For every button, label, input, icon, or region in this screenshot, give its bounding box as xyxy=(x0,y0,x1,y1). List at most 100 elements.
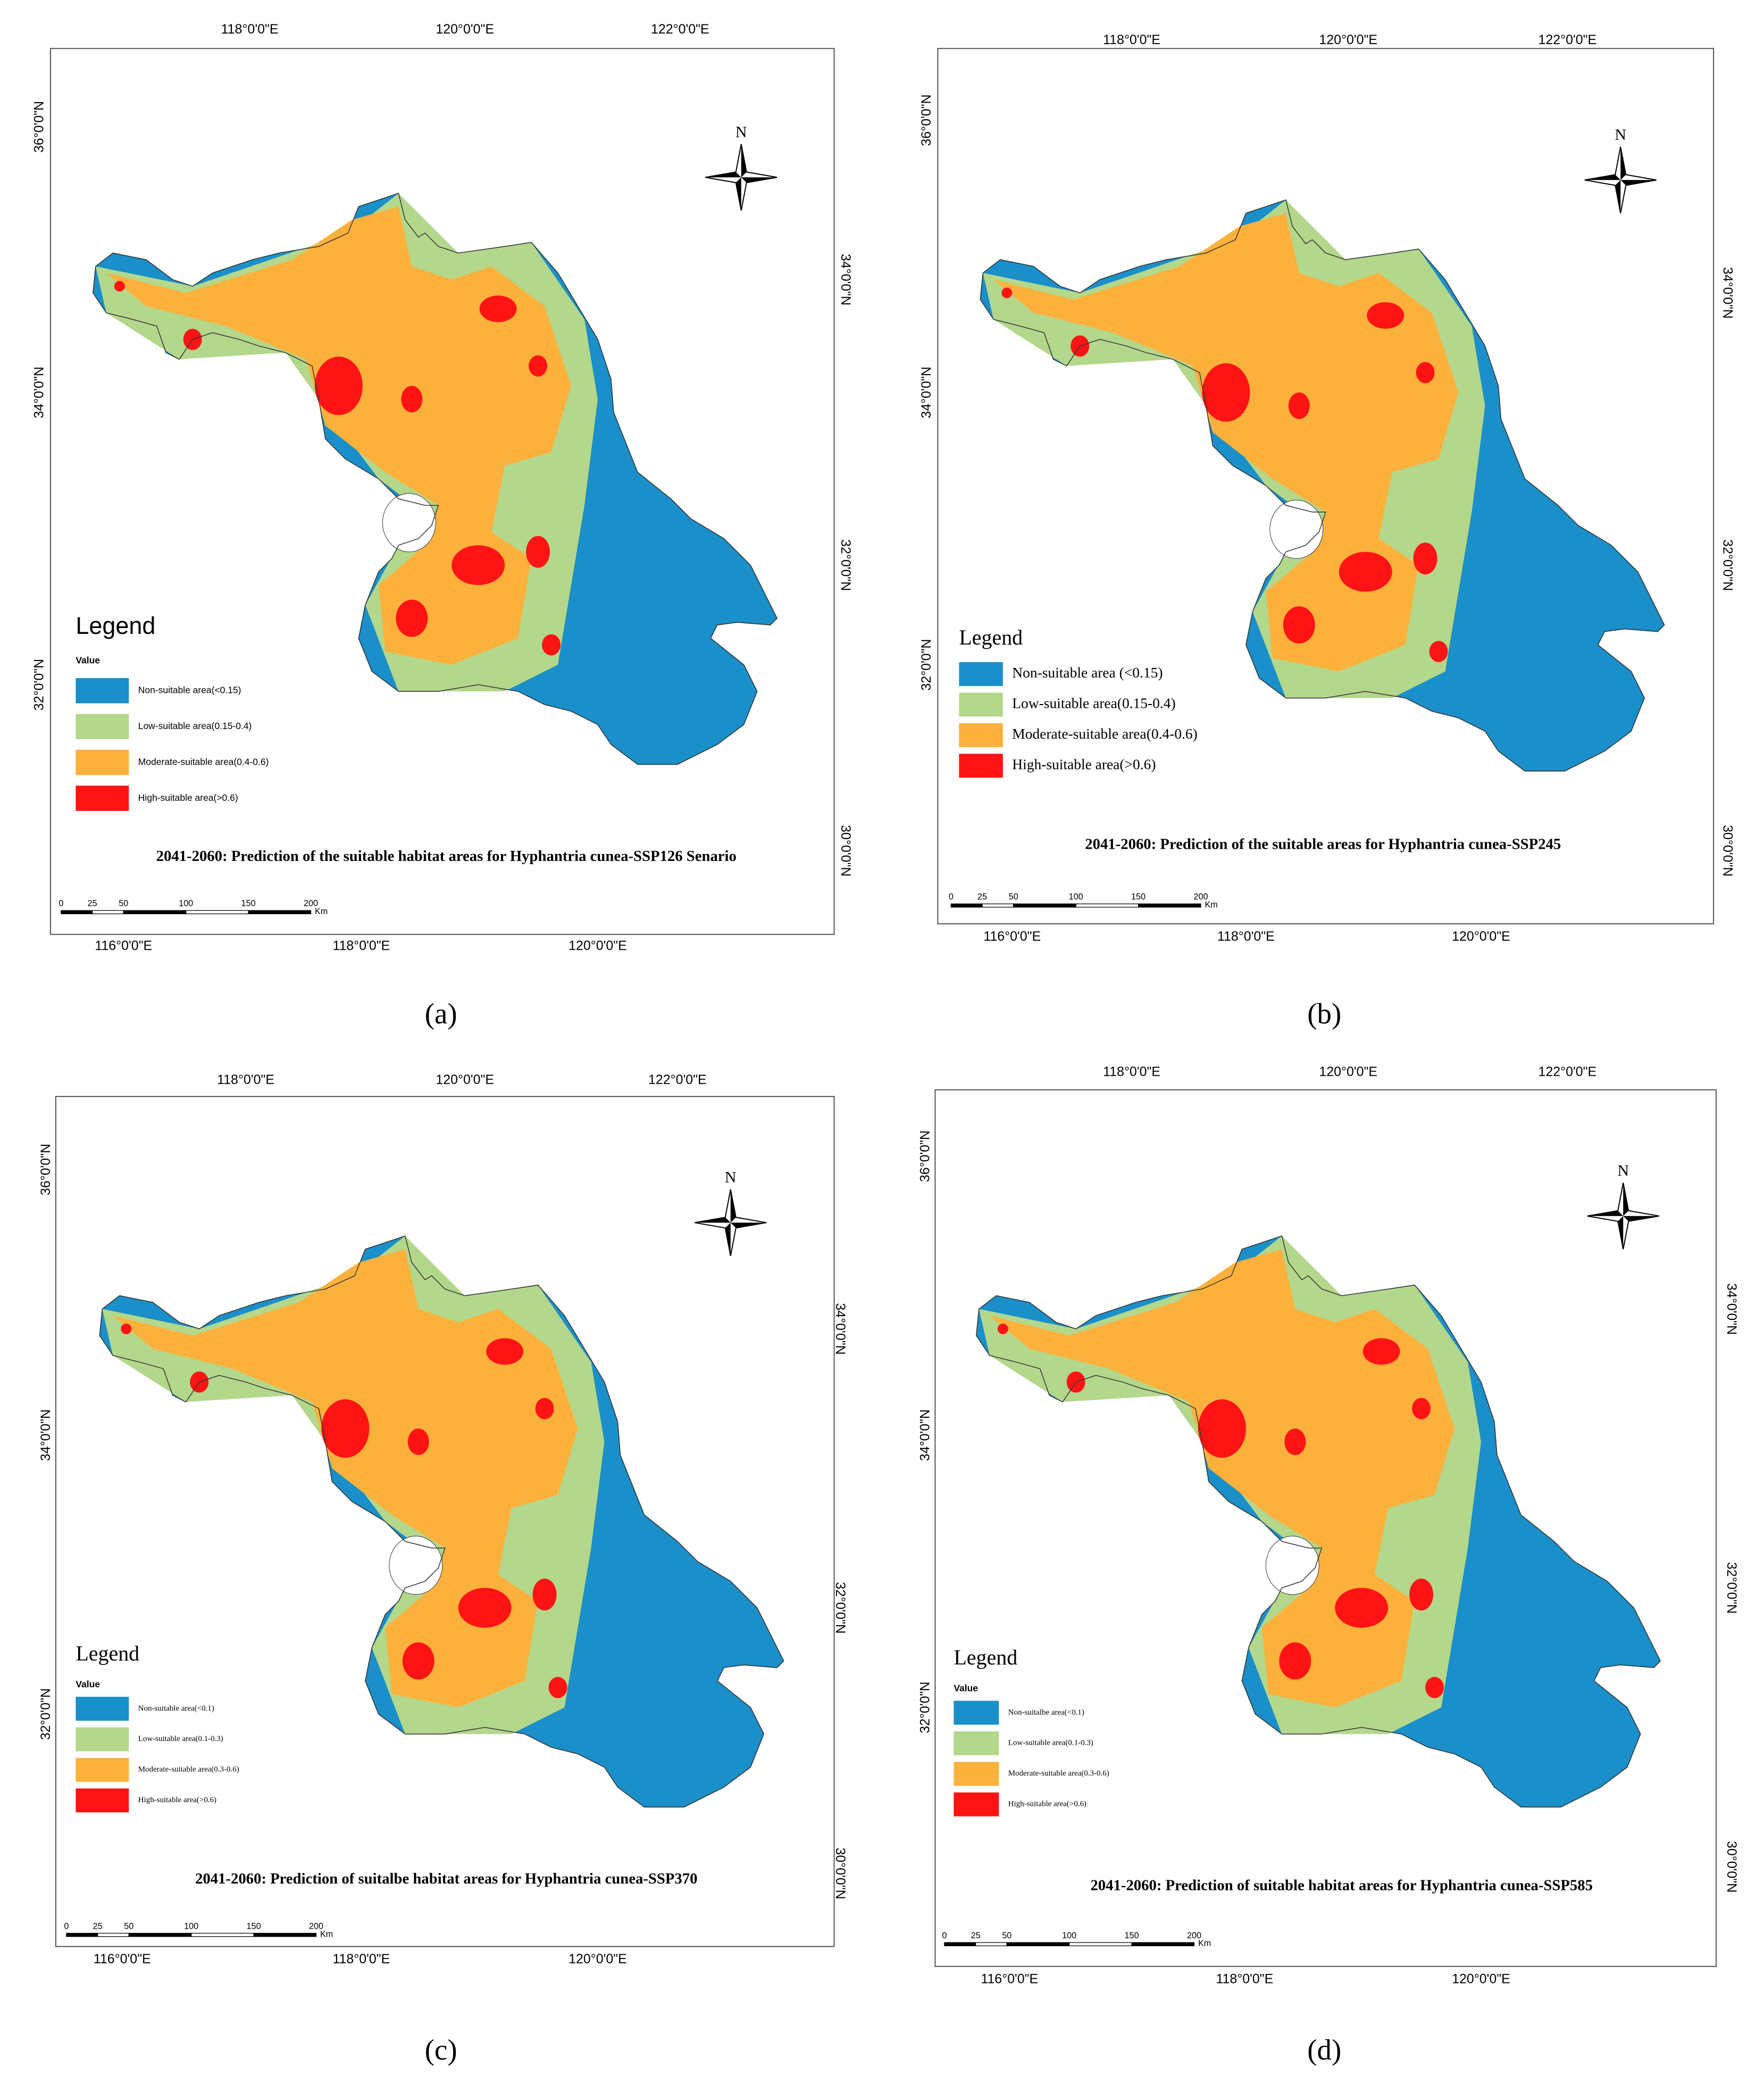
legend-label: High-suitable area(>0.6) xyxy=(138,792,238,803)
legend-subtitle: Value xyxy=(76,1679,100,1689)
north-label: N xyxy=(725,1169,737,1186)
scale-segment xyxy=(982,903,1014,908)
latitude-label: 34°0'0"N xyxy=(1720,267,1735,319)
region-high-suitable xyxy=(532,1578,557,1611)
region-high-suitable xyxy=(402,1642,434,1680)
scale-label: 25 xyxy=(93,1921,103,1931)
latitude-label: 36°0'0"N xyxy=(919,94,934,146)
scale-label: 0 xyxy=(942,1931,947,1940)
region-high-suitable xyxy=(479,295,517,322)
north-label: N xyxy=(1617,1162,1629,1179)
scale-label: 0 xyxy=(949,892,954,902)
legend-label: High-suitable area(>0.6) xyxy=(1012,756,1156,772)
panel-caption: (a) xyxy=(425,998,457,1030)
region-high-suitable xyxy=(1362,1338,1400,1365)
latitude-label: 32°0'0"N xyxy=(919,639,934,691)
scale-segment xyxy=(975,1942,1007,1946)
latitude-label: 32°0'0"N xyxy=(838,539,853,591)
scale-label: 150 xyxy=(1131,892,1146,902)
legend-label: Non-suitable area (<0.15) xyxy=(1012,665,1163,681)
region-high-suitable xyxy=(121,1324,132,1335)
legend-swatch xyxy=(954,1701,999,1725)
latitude-label: 34°0'0"N xyxy=(32,367,47,419)
lake xyxy=(382,493,436,553)
map-panel: 118°0'0"E 120°0'0"E 122°0'0"E 116°0'0"E 118°… xyxy=(919,32,1735,1030)
region-high-suitable xyxy=(452,545,505,585)
scale-label: 100 xyxy=(1069,892,1083,902)
map-panel: 118°0'0"E 120°0'0"E 122°0'0"E 116°0'0"E 118°… xyxy=(32,22,853,1030)
region-high-suitable xyxy=(997,1324,1008,1335)
region-high-suitable xyxy=(1416,362,1435,383)
scale-segment xyxy=(97,1932,129,1937)
scale-segment xyxy=(1075,903,1139,908)
region-high-suitable xyxy=(1279,1642,1311,1680)
region-moderate-suitable xyxy=(106,206,572,665)
north-arrow-fill xyxy=(1587,1183,1659,1250)
region-high-suitable xyxy=(548,1677,567,1698)
longitude-label: 122°0'0"E xyxy=(1538,1065,1596,1079)
legend-label: Non-suitalbe area(<0.1) xyxy=(1008,1708,1084,1717)
legend-swatch xyxy=(959,662,1003,687)
region-high-suitable xyxy=(1335,1588,1389,1628)
scale-label: 50 xyxy=(1002,1931,1011,1940)
longitude-label: 120°0'0"E xyxy=(1452,929,1510,944)
longitude-label: 120°0'0"E xyxy=(436,22,494,37)
region-high-suitable xyxy=(114,281,125,292)
legend-swatch xyxy=(954,1731,999,1755)
legend-swatch xyxy=(76,1757,129,1782)
latitude-label: 32°0'0"N xyxy=(918,1681,933,1733)
legend-title: Legend xyxy=(76,612,155,639)
legend-subtitle: Value xyxy=(76,655,100,665)
scale-label: 150 xyxy=(241,899,256,908)
scale-label: 25 xyxy=(88,899,97,908)
latitude-label: 34°0'0"N xyxy=(38,1409,53,1461)
panel-caption: (d) xyxy=(1307,2033,1341,2066)
scale-label: 100 xyxy=(184,1921,198,1931)
legend-title: Legend xyxy=(959,625,1023,649)
scale-label: 200 xyxy=(304,899,318,908)
legend-swatch xyxy=(76,678,129,704)
legend-swatch xyxy=(954,1792,999,1817)
longitude-label: 118°0'0"E xyxy=(1103,1065,1160,1079)
legend-label: Low-suitable area(0.1-0.3) xyxy=(138,1735,223,1743)
region-high-suitable xyxy=(1001,287,1013,298)
north-arrow-fill xyxy=(1584,147,1657,213)
legend-swatch xyxy=(76,1727,129,1752)
province-border xyxy=(99,1235,784,1807)
scale-label: 50 xyxy=(1009,892,1018,902)
latitude-label: 32°0'0"N xyxy=(32,659,47,710)
north-arrow xyxy=(1587,1183,1659,1250)
scale-segment xyxy=(1006,1942,1070,1946)
longitude-label: 122°0'0"E xyxy=(1538,32,1596,47)
region-high-suitable xyxy=(321,1399,370,1458)
scale-label: 200 xyxy=(1187,1931,1201,1940)
longitude-label: 116°0'0"E xyxy=(983,929,1041,944)
legend-label: Moderate-suitable area(0.4-0.6) xyxy=(138,756,269,767)
longitude-label: 120°0'0"E xyxy=(1452,1971,1510,1986)
province-border xyxy=(976,1235,1661,1807)
scale-label: 50 xyxy=(124,1921,133,1931)
scale-segment xyxy=(248,910,312,915)
latitude-label: 30°0'0"N xyxy=(1724,1841,1739,1893)
longitude-label: 122°0'0"E xyxy=(648,1073,707,1087)
legend-label: Moderate-suitable area(0.3-0.6) xyxy=(138,1765,239,1774)
legend-label: Non-suitable area(<0.1) xyxy=(138,1704,214,1713)
north-label: N xyxy=(1615,126,1626,144)
latitude-label: 34°0'0"N xyxy=(833,1303,848,1354)
legend-label: Moderate-suitable area(0.3-0.6) xyxy=(1008,1769,1109,1778)
scale-label: 0 xyxy=(58,899,63,908)
scale-segment xyxy=(61,910,93,915)
longitude-label: 118°0'0"E xyxy=(217,1073,274,1087)
latitude-label: 32°0'0"N xyxy=(1724,1562,1739,1613)
scale-label: 25 xyxy=(971,1931,981,1940)
region-high-suitable xyxy=(1367,302,1404,329)
latitude-label: 30°0'0"N xyxy=(833,1847,848,1899)
map-panel: 118°0'0"E 120°0'0"E 122°0'0"E 116°0'0"E 118°… xyxy=(38,1073,848,2066)
latitude-label: 36°0'0"N xyxy=(38,1144,53,1195)
region-high-suitable xyxy=(314,356,363,415)
longitude-label: 122°0'0"E xyxy=(651,22,709,37)
legend-label: High-suitable area(>0.6) xyxy=(1008,1800,1086,1809)
longitude-label: 116°0'0"E xyxy=(95,938,152,953)
